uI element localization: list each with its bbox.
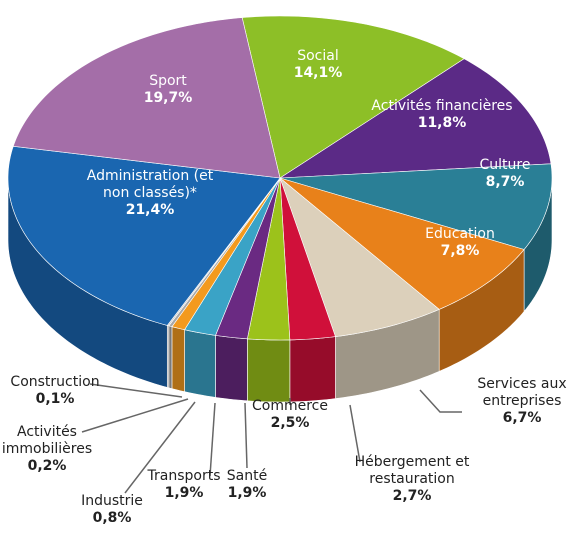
slice-label: Administration (et non classés)* 21,4% bbox=[80, 168, 220, 219]
leader-line bbox=[349, 404, 361, 463]
slice-label: Commerce 2,5% bbox=[245, 398, 335, 432]
slice bbox=[241, 15, 465, 179]
leader-line bbox=[209, 402, 216, 477]
category-label: Services aux entreprises bbox=[477, 376, 567, 409]
slice-label: Santé 1,9% bbox=[217, 468, 277, 502]
category-label: Culture bbox=[479, 157, 531, 173]
category-label: Administration (et non classés)* bbox=[86, 168, 214, 201]
slice-label: Activités financières 11,8% bbox=[357, 98, 527, 132]
slice bbox=[184, 177, 281, 336]
leader-line bbox=[244, 402, 248, 469]
value-label: 0,8% bbox=[92, 510, 132, 526]
value-label: 11,8% bbox=[417, 115, 467, 131]
leader-line bbox=[419, 389, 462, 413]
value-label: 2,5% bbox=[270, 415, 310, 431]
value-label: 0,2% bbox=[27, 458, 67, 474]
category-label: Construction bbox=[10, 374, 100, 390]
value-label: 8,7% bbox=[485, 174, 525, 190]
value-label: 7,8% bbox=[440, 243, 480, 259]
slice-side bbox=[215, 335, 248, 402]
slice-label: Industrie 0,8% bbox=[72, 493, 152, 527]
slice-side bbox=[171, 326, 185, 393]
slice bbox=[215, 177, 281, 340]
slice-side bbox=[168, 325, 173, 390]
category-label: Transports bbox=[147, 468, 221, 484]
slice-label: Culture 8,7% bbox=[465, 157, 545, 191]
value-label: 21,4% bbox=[125, 202, 175, 218]
value-label: 1,9% bbox=[227, 485, 267, 501]
category-label: Commerce bbox=[252, 398, 328, 414]
value-label: 0,1% bbox=[35, 391, 75, 407]
slice-label: Activités immobilières 0,2% bbox=[0, 424, 97, 475]
value-label: 1,9% bbox=[164, 485, 204, 501]
leader-line bbox=[81, 398, 189, 433]
slice bbox=[279, 177, 440, 337]
value-label: 14,1% bbox=[293, 65, 343, 81]
category-label: Activités immobilières bbox=[1, 424, 93, 457]
slice bbox=[246, 177, 291, 341]
category-label: Sport bbox=[149, 73, 187, 89]
leader-line bbox=[124, 401, 196, 494]
slice bbox=[279, 163, 553, 250]
slice-side bbox=[247, 338, 291, 403]
slice bbox=[7, 145, 281, 326]
slice-side bbox=[184, 329, 216, 398]
category-label: Santé bbox=[226, 468, 268, 484]
category-label: Hébergement et restauration bbox=[354, 454, 470, 487]
slice bbox=[12, 17, 281, 179]
slice-label: Social 14,1% bbox=[273, 48, 363, 82]
value-label: 6,7% bbox=[502, 410, 542, 426]
slice bbox=[278, 58, 552, 179]
category-label: Education bbox=[425, 226, 495, 242]
category-label: Industrie bbox=[81, 493, 143, 509]
slice bbox=[279, 177, 336, 341]
value-label: 2,7% bbox=[392, 488, 432, 504]
slice-label: Construction 0,1% bbox=[5, 374, 105, 408]
slice-label: Services aux entreprises 6,7% bbox=[467, 376, 571, 427]
slice-label: Transports 1,9% bbox=[139, 468, 229, 502]
category-label: Activités financières bbox=[371, 98, 513, 114]
slice-label: Education 7,8% bbox=[415, 226, 505, 260]
slice-label: Sport 19,7% bbox=[123, 73, 213, 107]
value-label: 19,7% bbox=[143, 90, 193, 106]
slice-label: Hébergement et restauration 2,7% bbox=[347, 454, 477, 505]
category-label: Social bbox=[297, 48, 339, 64]
slice bbox=[279, 177, 525, 310]
leader-line bbox=[89, 383, 183, 398]
slice-side bbox=[289, 336, 336, 403]
